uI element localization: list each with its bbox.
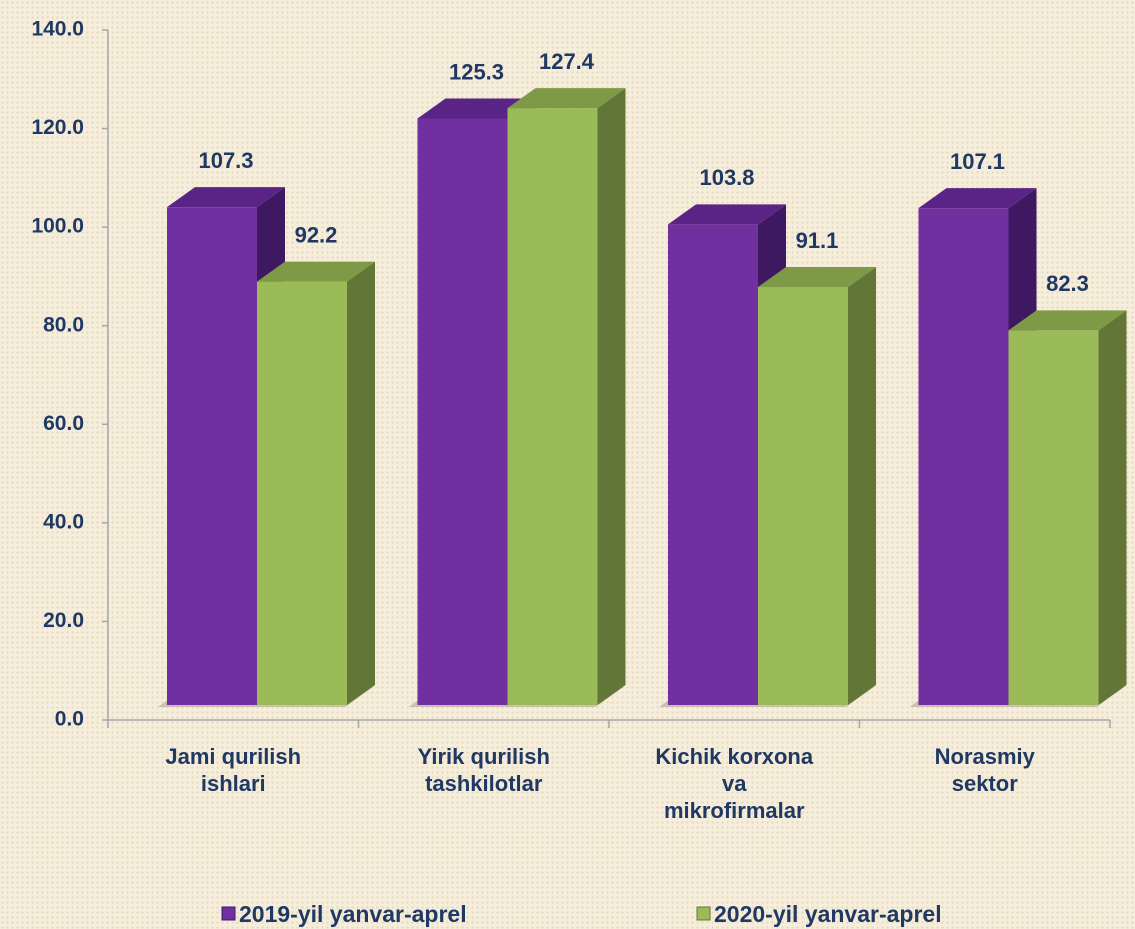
bar-side (1098, 310, 1127, 705)
x-tick-label: Yirik qurilish tashkilotlar (417, 744, 550, 796)
bar-top (417, 98, 536, 119)
bar-top (1008, 310, 1127, 331)
legend-marker (221, 906, 236, 921)
bar-side (347, 261, 375, 705)
bar (1008, 310, 1127, 705)
x-tick-label: Norasmiy sektor (934, 744, 1035, 796)
bar-side (597, 88, 626, 706)
bar-front (758, 287, 848, 705)
bar-top (758, 267, 876, 288)
y-tick-label: 120.0 (31, 116, 84, 139)
y-tick-label: 80.0 (43, 313, 84, 336)
value-label: 107.3 (198, 148, 253, 173)
bar-front (167, 207, 257, 705)
y-tick-label: 60.0 (43, 412, 84, 435)
bar-side (848, 267, 876, 705)
value-label: 107.1 (950, 149, 1005, 174)
value-label: 127.4 (539, 49, 595, 74)
bar (257, 261, 375, 705)
y-tick-label: 100.0 (31, 215, 84, 238)
bar-top (918, 188, 1037, 209)
y-tick-label: 140.0 (31, 18, 84, 41)
value-label: 91.1 (796, 228, 839, 253)
bar-top (668, 204, 786, 225)
bar-front (1008, 330, 1099, 705)
x-tick-label: Jami qurilish ishlari (165, 744, 302, 796)
bar-front (417, 118, 508, 705)
value-label: 125.3 (449, 59, 504, 84)
bar (507, 88, 626, 706)
bar-front (668, 224, 758, 705)
bar-front (918, 208, 1009, 705)
value-label: 82.3 (1046, 271, 1089, 296)
legend-marker (696, 906, 711, 921)
bar-top (507, 88, 626, 109)
bar-front (507, 108, 598, 706)
legend-label: 2020-yil yanvar-aprel (714, 901, 942, 927)
bar (758, 267, 876, 705)
bar-top (257, 261, 375, 282)
y-tick-label: 0.0 (55, 708, 84, 731)
x-tick-label: Kichik korxona va mikrofirmalar (655, 744, 814, 823)
y-tick-label: 20.0 (43, 609, 84, 632)
value-label: 92.2 (295, 222, 338, 247)
legend-label: 2019-yil yanvar-aprel (239, 901, 467, 927)
bar-front (257, 281, 347, 705)
y-tick-label: 40.0 (43, 510, 84, 533)
bar-top (167, 187, 285, 208)
value-label: 103.8 (699, 165, 754, 190)
